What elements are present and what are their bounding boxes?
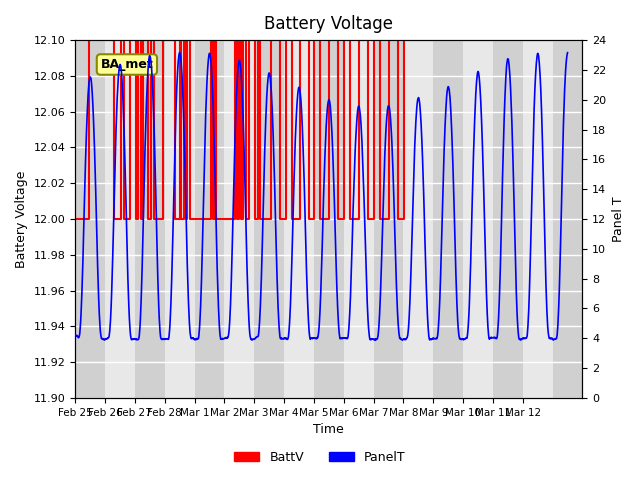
BattV <box>406 37 414 43</box>
PanelT <box>176 50 184 56</box>
Bar <box>135 40 164 398</box>
BattV <box>310 216 318 222</box>
Bar <box>75 40 105 398</box>
BattV <box>335 37 342 43</box>
Title: Battery Voltage: Battery Voltage <box>264 15 394 33</box>
PanelT <box>127 336 135 342</box>
BattV <box>186 216 194 222</box>
Text: BA_met: BA_met <box>100 58 153 71</box>
X-axis label: Time: Time <box>314 423 344 436</box>
Bar <box>552 40 582 398</box>
Bar <box>493 40 523 398</box>
PanelT <box>260 168 268 174</box>
PanelT <box>282 336 289 341</box>
Bar <box>433 40 463 398</box>
Y-axis label: Panel T: Panel T <box>612 196 625 242</box>
BattV <box>548 37 556 43</box>
Bar <box>314 40 344 398</box>
Y-axis label: Battery Voltage: Battery Voltage <box>15 170 28 268</box>
PanelT <box>564 50 572 56</box>
PanelT <box>71 332 79 338</box>
Line: BattV: BattV <box>75 40 552 219</box>
BattV <box>251 37 259 43</box>
PanelT <box>501 93 509 98</box>
BattV <box>287 216 295 222</box>
Line: PanelT: PanelT <box>75 53 568 340</box>
Bar <box>195 40 225 398</box>
Bar <box>374 40 403 398</box>
PanelT <box>550 337 557 343</box>
BattV <box>71 216 79 222</box>
Legend: BattV, PanelT: BattV, PanelT <box>229 446 411 469</box>
Bar <box>254 40 284 398</box>
PanelT <box>157 334 164 339</box>
PanelT <box>554 316 562 322</box>
BattV <box>84 37 92 43</box>
